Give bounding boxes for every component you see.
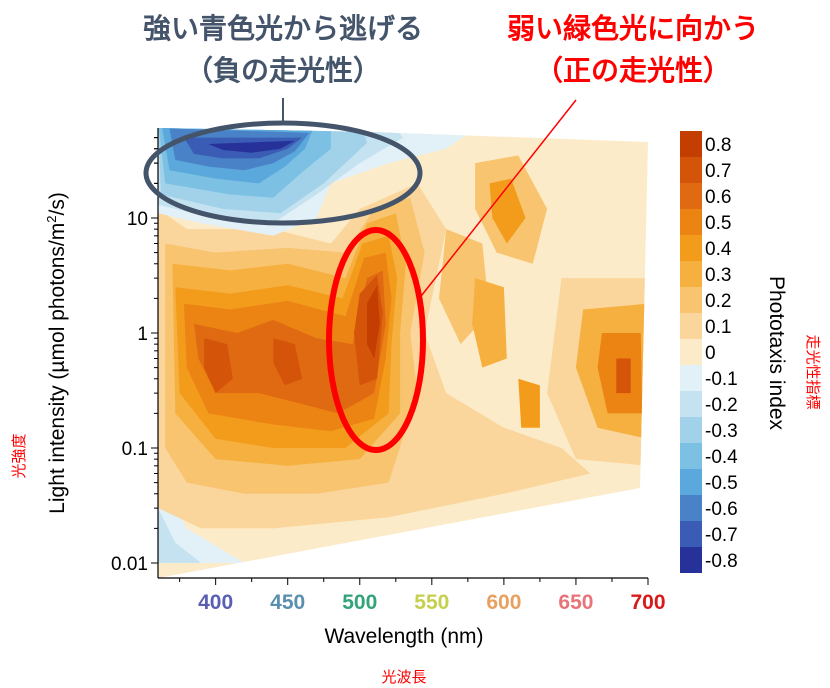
contour-neg-bottom-0.1 (158, 473, 245, 563)
x-axis-label: Wavelength (nm) (324, 625, 483, 648)
colorbar-swatch (680, 235, 702, 261)
x-tick-label: 500 (342, 591, 377, 614)
y-ticks: 10 1 0.1 0.01 (111, 137, 158, 575)
colorbar-swatch (680, 157, 702, 183)
y-axis-label: Light intensity (µmol photons/m2/s) (44, 192, 69, 514)
colorbar-tick-label: -0.6 (705, 499, 738, 520)
colorbar-swatch (680, 547, 702, 573)
contour-pos-0.7-mid (273, 338, 303, 386)
colorbar-tick-label: 0.6 (705, 187, 731, 208)
contour-right-top-0.4 (489, 178, 526, 244)
colorbar-tick-label: -0.4 (705, 447, 738, 468)
colorbar-swatch (680, 339, 702, 365)
colorbar-tick-label: -0.7 (705, 525, 738, 546)
colorbar-swatch (680, 469, 702, 495)
colorbar-swatch (680, 261, 702, 287)
x-tick-label: 650 (558, 591, 593, 614)
x-ticks: 400 450 500 550 600 650 700 (179, 578, 666, 615)
colorbar-tick-label: 0 (705, 343, 716, 364)
contour-field (158, 128, 648, 578)
y-axis-label-jp: 光強度 (10, 433, 28, 478)
contour-mid-0.4 (518, 378, 540, 428)
colorbar-tick-label: 0.4 (705, 239, 732, 260)
colorbar-swatch (680, 521, 702, 547)
contour-neg-0.8 (208, 140, 295, 153)
colorbar-swatch (680, 391, 702, 417)
contour-pos-0.8-green (367, 285, 380, 359)
x-tick-label: 450 (270, 591, 305, 614)
colorbar-tick-label: 0.1 (705, 317, 731, 338)
x-tick-label: 700 (630, 591, 665, 614)
contour-pos-0.6 (194, 270, 386, 414)
colorbar-swatch (680, 313, 702, 339)
x-axis-label-jp: 光波長 (381, 668, 426, 686)
negative-phototaxis-ellipse (143, 120, 423, 226)
colorbar-swatch (680, 417, 702, 443)
positive-phototaxis-ellipse (326, 227, 426, 453)
colorbar-tick-label: 0.8 (705, 135, 731, 156)
colorbar-tick-label: 0.2 (705, 291, 731, 312)
contour-pos-0.7-left (204, 338, 233, 394)
contour-mid-0.3 (472, 278, 507, 368)
colorbar-tick-label: 0.3 (705, 265, 731, 286)
x-tick-label: 400 (198, 591, 233, 614)
colorbar-swatch (680, 209, 702, 235)
colorbar-swatch (680, 495, 702, 521)
negative-phototaxis-annotation-line1: 強い青色光から逃げる (143, 12, 423, 45)
colorbar-tick-label: -0.1 (705, 369, 738, 390)
colorbar-tick-label: -0.5 (705, 473, 738, 494)
contour-right-0.7 (616, 358, 631, 394)
y-tick-label: 1 (137, 324, 148, 345)
negative-phototaxis-annotation-line2: （負の走光性） (185, 54, 381, 87)
colorbar-swatch (680, 131, 702, 157)
positive-phototaxis-annotation-line1: 弱い緑色光に向かう (507, 12, 759, 45)
colorbar-label: Phototaxis index (765, 276, 788, 431)
colorbar-tick-label: 0.7 (705, 161, 731, 182)
colorbar-tick-label: -0.8 (705, 551, 738, 572)
colorbar-tick-label: -0.3 (705, 421, 738, 442)
x-tick-label: 600 (486, 591, 521, 614)
y-tick-label: 10 (127, 209, 148, 230)
colorbar: 0.8 0.7 0.6 0.5 0.4 0.3 0.2 0.1 0 -0.1 -0.2 -0.3 -0.… (680, 131, 738, 573)
y-tick-label: 0.1 (122, 439, 148, 460)
colorbar-label-jp: 走光性指標 (804, 334, 822, 409)
colorbar-swatch (680, 443, 702, 469)
colorbar-swatch (680, 365, 702, 391)
colorbar-swatch (680, 183, 702, 209)
y-tick-label: 0.01 (111, 554, 148, 575)
x-tick-label: 550 (414, 591, 449, 614)
colorbar-tick-label: -0.2 (705, 395, 738, 416)
positive-callout-line (417, 99, 577, 301)
contour-neg-bottom-0.2 (158, 508, 202, 563)
colorbar-swatch (680, 287, 702, 313)
positive-phototaxis-annotation-line2: （正の走光性） (535, 54, 731, 87)
colorbar-tick-label: 0.5 (705, 213, 731, 234)
